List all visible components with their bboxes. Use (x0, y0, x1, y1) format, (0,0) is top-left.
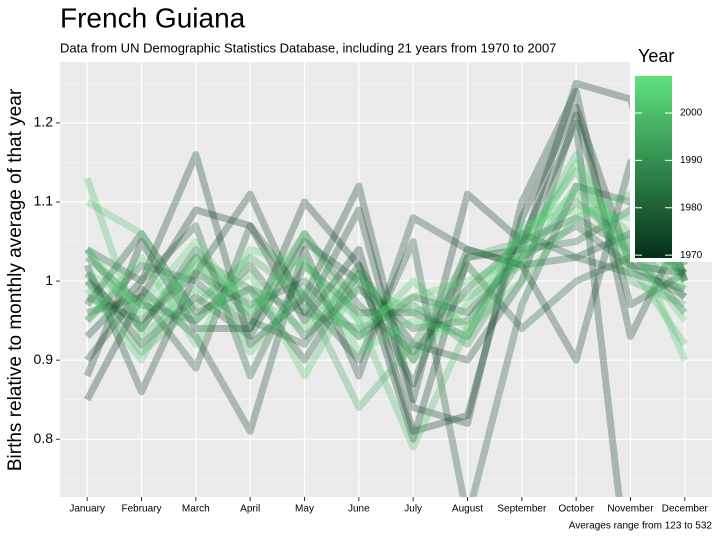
series-line (83, 87, 688, 427)
x-tick-label: March (182, 504, 210, 515)
x-tick-label: February (121, 504, 161, 515)
x-tick-label: April (240, 504, 260, 515)
series-line (84, 190, 688, 364)
series-line (84, 214, 688, 356)
series-line (84, 198, 688, 348)
y-axis-label: Births relative to monthly average of th… (5, 88, 26, 471)
y-tick-label: 0.8 (34, 430, 54, 446)
legend-title: Year (638, 46, 674, 66)
lines (83, 79, 689, 497)
x-tick-label: May (295, 504, 314, 515)
x-tick-label: November (607, 504, 654, 515)
series-line (84, 230, 687, 388)
series-line (85, 222, 686, 380)
y-tick-label: 1.1 (34, 193, 54, 209)
series-line (84, 190, 686, 364)
series-line (83, 79, 689, 443)
series-line (84, 158, 688, 435)
x-tick-label: January (69, 504, 105, 515)
series-line (84, 119, 623, 497)
panel (60, 62, 712, 497)
x-tick-label: September (497, 504, 547, 515)
series-line (85, 222, 687, 340)
series-line (84, 103, 686, 435)
series-line (85, 182, 689, 380)
x-tick-label: December (662, 504, 709, 515)
series-line (86, 182, 688, 497)
colorbar-label: 2000 (680, 108, 703, 119)
colorbar (635, 76, 672, 258)
series-line (84, 230, 687, 364)
series-line (84, 206, 688, 340)
series-line (85, 206, 688, 356)
annotation: Averages range from 123 to 532 (569, 521, 713, 532)
x-tick-label: October (558, 504, 594, 515)
colorbar-label: 1970 (680, 250, 703, 261)
x-tick-label: July (404, 504, 422, 515)
colorbar-label: 1980 (680, 202, 703, 213)
series-line (84, 158, 688, 348)
y-tick-label: 1.2 (34, 114, 54, 130)
x-tick-label: June (348, 504, 370, 515)
y-tick-label: 0.9 (34, 351, 54, 367)
y-tick-label: 1 (45, 272, 53, 288)
series-line (84, 111, 687, 364)
series-line (84, 166, 687, 412)
x-tick-label: August (452, 504, 483, 515)
chart-title: French Guiana (60, 2, 246, 33)
series-line (83, 151, 688, 451)
colorbar-label: 1990 (680, 155, 703, 166)
chart-subtitle: Data from UN Demographic Statistics Data… (60, 40, 556, 55)
